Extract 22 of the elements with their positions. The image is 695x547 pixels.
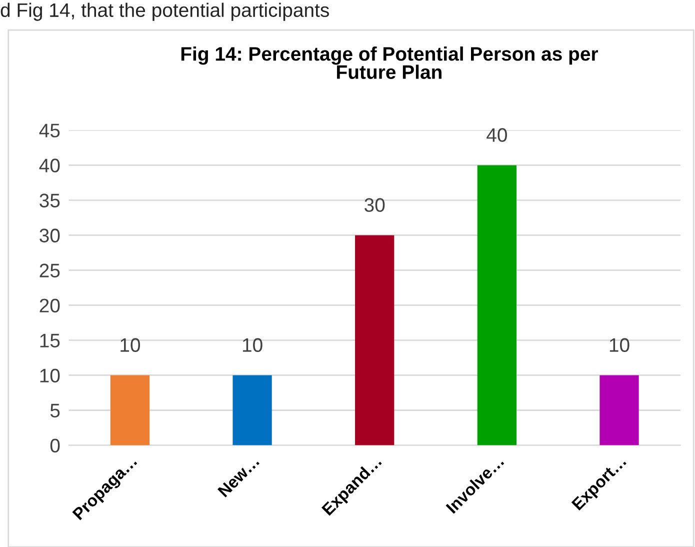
data-label: 30	[364, 198, 385, 212]
data-label: 10	[610, 338, 630, 352]
bar	[232, 375, 272, 446]
text: d Fig 14, that the potential participants	[0, 2, 329, 21]
y-tick-label: 15	[40, 334, 60, 348]
bar	[600, 375, 639, 446]
bar	[110, 375, 150, 446]
chart-title: Fig 14: Percentage of Potential Person as per Future Plan	[181, 46, 598, 79]
data-label: 40	[486, 128, 507, 142]
y-tick-label: 45	[39, 124, 60, 138]
y-tick-label: 0	[50, 438, 60, 452]
y-tick-label: 20	[40, 298, 60, 312]
data-label: 10	[242, 338, 262, 352]
y-tick-label: 25	[40, 264, 60, 278]
y-tick-label: 30	[40, 228, 60, 242]
bar	[477, 165, 516, 446]
bar	[355, 235, 394, 446]
y-tick-label: 10	[40, 368, 60, 382]
y-tick-label: 5	[50, 404, 60, 418]
data-label: 10	[120, 338, 140, 352]
y-tick-label: 40	[39, 158, 60, 172]
y-tick-label: 35	[40, 194, 60, 208]
